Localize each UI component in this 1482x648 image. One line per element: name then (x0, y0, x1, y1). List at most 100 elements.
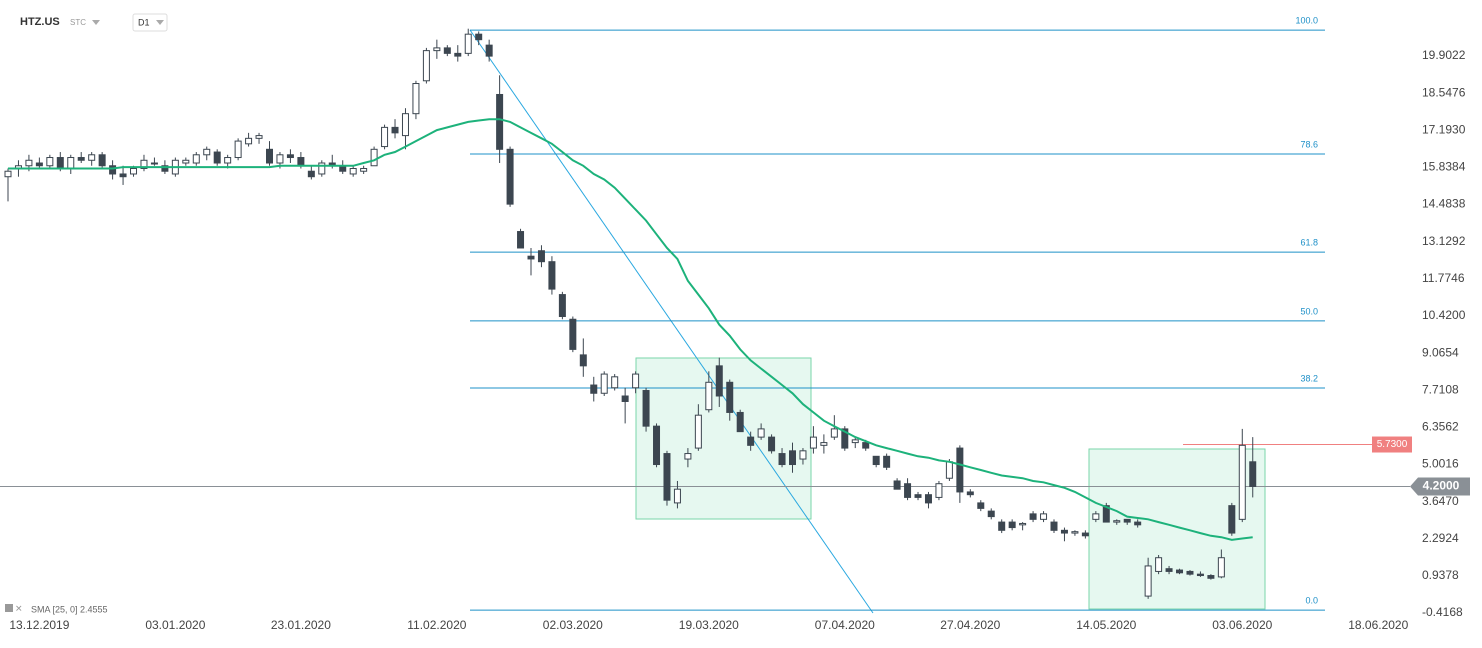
candle-body (841, 428, 849, 449)
candle-body (88, 154, 96, 161)
y-tick-label: 5.0016 (1422, 457, 1459, 471)
candle-body (1071, 531, 1079, 534)
y-tick-label: 15.8384 (1422, 160, 1466, 174)
candle-body (600, 373, 608, 394)
candle-body (569, 318, 577, 350)
candle-body (307, 170, 315, 178)
candle-body (694, 414, 702, 449)
highlight-box (635, 357, 812, 520)
candle-body (213, 151, 221, 164)
candle-body (140, 159, 148, 169)
candle-body (412, 83, 420, 115)
candle-body (464, 33, 472, 54)
candle-body (506, 148, 514, 205)
candle-body (318, 162, 326, 175)
fib-label: 78.6 (1300, 139, 1318, 149)
candle-body (517, 231, 525, 249)
candle-body (98, 154, 106, 167)
x-tick-label: 03.06.2020 (1212, 618, 1272, 632)
x-tick-label: 02.03.2020 (543, 618, 603, 632)
candle-body (653, 425, 661, 466)
candle-body (558, 294, 566, 318)
candle-body (673, 488, 681, 504)
candle-body (234, 140, 242, 159)
legend-close[interactable]: ✕ (15, 603, 23, 613)
candle-body (862, 442, 870, 449)
candle-body (192, 154, 200, 164)
y-tick-label: 10.4200 (1422, 308, 1466, 322)
candle-body (851, 439, 859, 444)
fib-label: 0.0 (1305, 595, 1318, 605)
candle-body (391, 126, 399, 134)
y-tick-label: 19.9022 (1422, 48, 1466, 62)
candle-body (789, 450, 796, 466)
candle-body (726, 381, 734, 413)
y-tick-label: 0.9378 (1422, 568, 1459, 582)
candle-body (736, 411, 744, 433)
candle-body (370, 148, 378, 167)
legend-icon[interactable] (5, 604, 13, 612)
x-tick-label: 19.03.2020 (679, 618, 739, 632)
fib-label: 38.2 (1300, 373, 1318, 383)
candle-body (757, 428, 765, 438)
dropdown-arrow[interactable] (92, 20, 100, 25)
candle-body (130, 167, 138, 175)
y-tick-label: 13.1292 (1422, 234, 1466, 248)
price-tag (1410, 477, 1470, 496)
symbol-type: STC (70, 18, 86, 27)
legend-sma: SMA [25, 0] 2.4555 (31, 604, 108, 614)
candle-body (4, 170, 12, 178)
candle-body (266, 148, 273, 164)
y-tick-label: 14.4838 (1422, 197, 1466, 211)
candle-body (935, 483, 943, 498)
candle-body (977, 502, 985, 509)
candle-body (1050, 521, 1058, 531)
candle-body (297, 157, 305, 167)
candle-body (1081, 532, 1089, 537)
candle-body (119, 173, 127, 178)
candle-body (224, 157, 232, 164)
candle-body (998, 521, 1006, 531)
candle-body (820, 442, 828, 446)
y-tick-label: 3.6470 (1422, 494, 1459, 508)
candle-body (1123, 518, 1131, 523)
candle-body (25, 159, 33, 167)
x-tick-label: 13.12.2019 (9, 618, 69, 632)
candle-body (537, 250, 545, 263)
x-tick-label: 23.01.2020 (271, 618, 331, 632)
candle-body (945, 461, 953, 479)
candle-body (109, 165, 117, 175)
candle-body (77, 157, 85, 161)
candle-body (893, 480, 901, 490)
candle-body (1134, 521, 1142, 526)
price-tag-label: 5.7300 (1377, 439, 1408, 450)
candle-body (454, 52, 462, 57)
candle-body (830, 428, 838, 438)
candle-body (203, 148, 211, 156)
candle-body (161, 165, 169, 172)
symbol: HTZ.US (20, 16, 60, 28)
candle-body (422, 50, 430, 82)
candle-body (663, 453, 671, 501)
dropdown-arrow (156, 20, 164, 25)
price-tag (1372, 436, 1412, 453)
candle-body (924, 494, 932, 504)
candle-body (443, 47, 451, 54)
candle-body (1029, 513, 1037, 520)
candle-body (987, 510, 995, 518)
candle-body (381, 126, 389, 148)
candle-body (1144, 565, 1152, 597)
candle-body (1196, 573, 1204, 577)
candle-body (1249, 461, 1257, 487)
interval-box[interactable] (132, 13, 168, 32)
candle-body (1238, 444, 1246, 520)
candle-body (1155, 557, 1163, 572)
fib-label: 100.0 (1295, 15, 1318, 25)
y-tick-label: 18.5476 (1422, 85, 1466, 99)
x-tick-label: 11.02.2020 (407, 618, 466, 632)
candle-body (150, 162, 158, 165)
candle-body (632, 373, 640, 389)
candle-body (485, 44, 493, 57)
candle-body (883, 455, 891, 468)
y-tick-label: 6.3562 (1422, 420, 1459, 434)
